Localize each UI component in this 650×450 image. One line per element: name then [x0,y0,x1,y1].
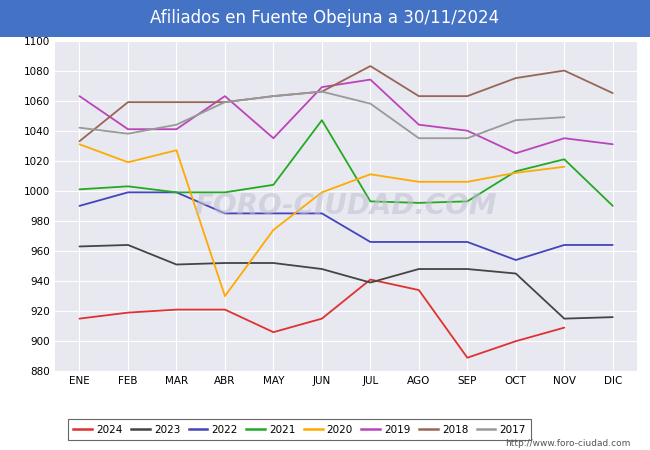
Text: Afiliados en Fuente Obejuna a 30/11/2024: Afiliados en Fuente Obejuna a 30/11/2024 [150,9,500,27]
Text: FORO-CIUDAD.COM: FORO-CIUDAD.COM [195,192,497,220]
Legend: 2024, 2023, 2022, 2021, 2020, 2019, 2018, 2017: 2024, 2023, 2022, 2021, 2020, 2019, 2018… [68,419,531,440]
Text: http://www.foro-ciudad.com: http://www.foro-ciudad.com [505,439,630,448]
